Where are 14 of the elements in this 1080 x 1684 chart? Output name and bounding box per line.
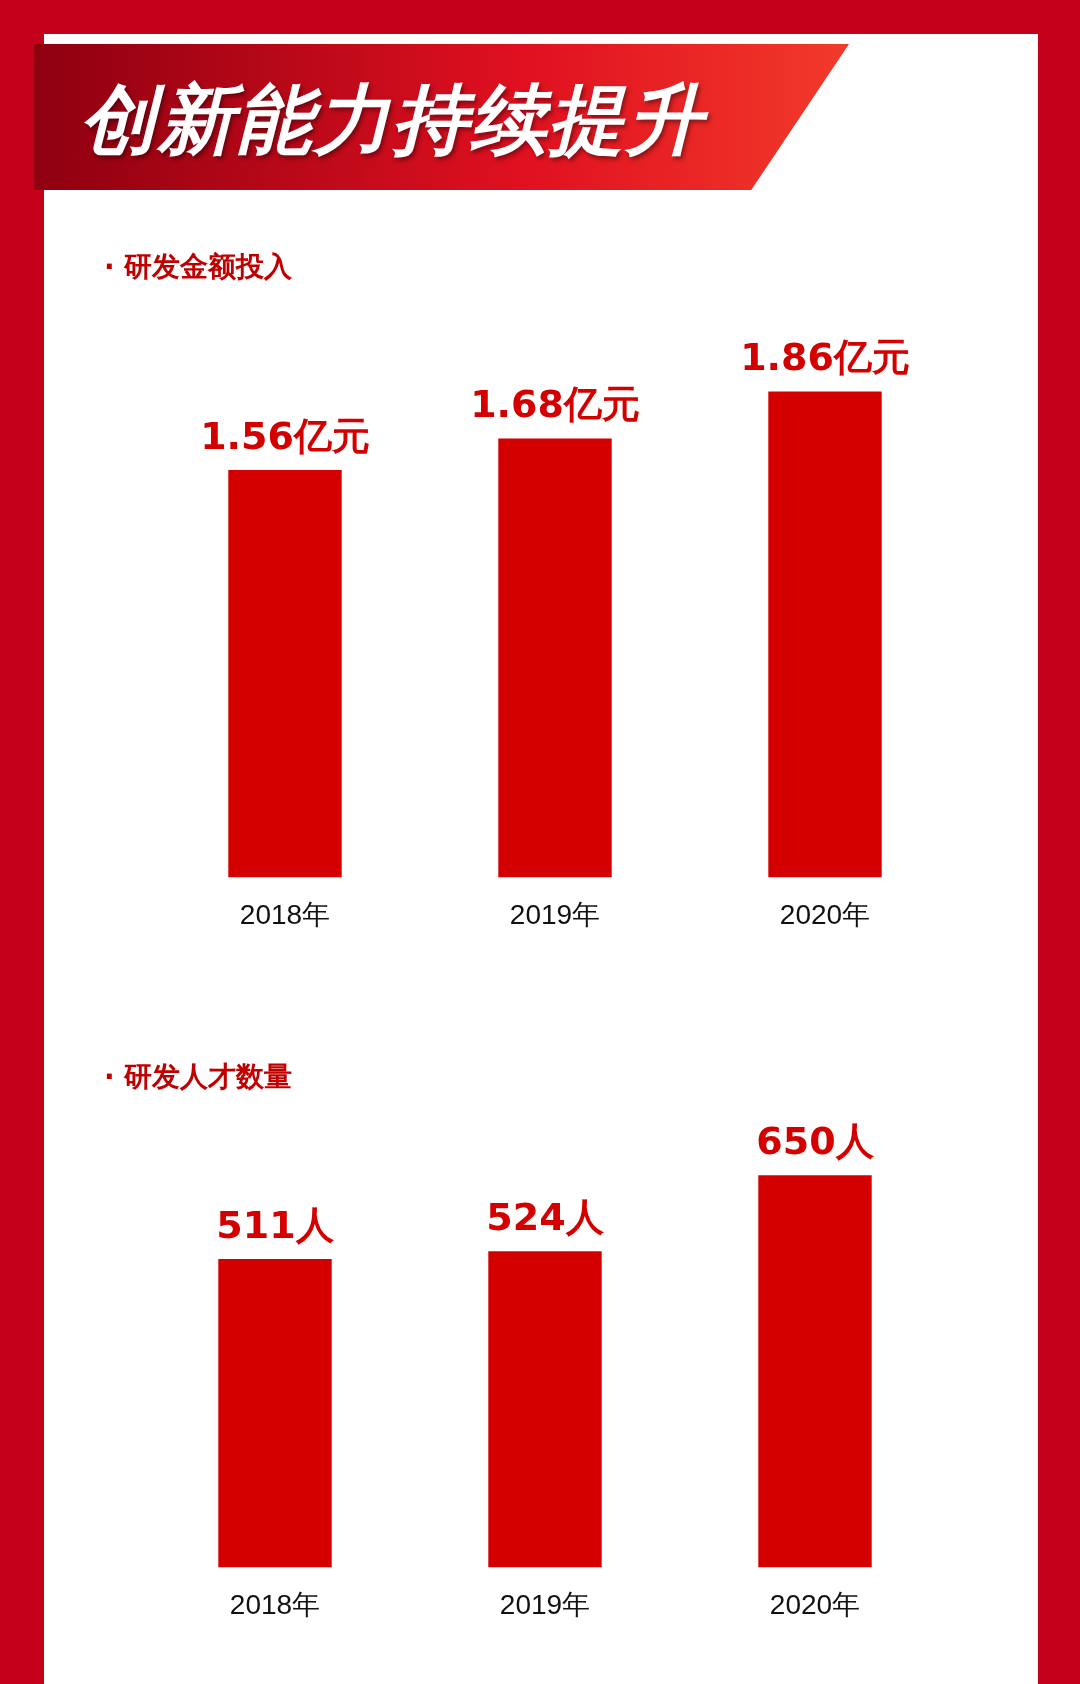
- chart-subtitle: · 研发金额投入: [104, 249, 293, 285]
- data-label: 1.56亿元: [200, 413, 370, 458]
- data-label: 511人: [216, 1202, 334, 1247]
- data-label: 650人: [756, 1119, 874, 1164]
- x-tick-label: 2018年: [229, 1588, 321, 1620]
- x-tick-label: 2018年: [239, 898, 331, 930]
- x-tick-label: 2019年: [509, 898, 601, 930]
- data-label: 1.68亿元: [470, 382, 640, 427]
- x-tick-label: 2020年: [779, 898, 871, 930]
- chart-subtitle: · 研发人才数量: [104, 1059, 293, 1095]
- x-tick-label: 2020年: [769, 1588, 861, 1620]
- data-label: 1.86亿元: [740, 335, 910, 380]
- x-tick-label: 2019年: [499, 1588, 591, 1620]
- data-label: 524人: [486, 1195, 604, 1240]
